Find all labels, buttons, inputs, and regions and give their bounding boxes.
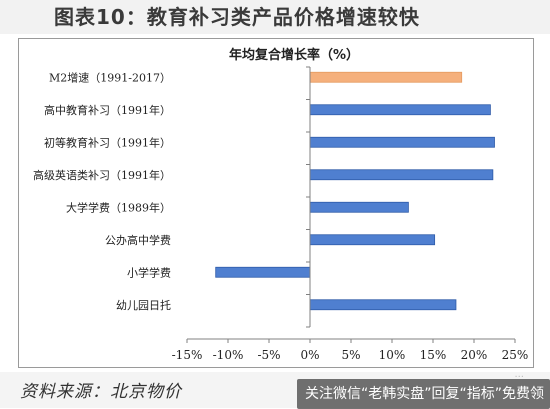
wechat-promo-overlay[interactable]: 关注微信“老韩实盘”回复“指标”免费领 bbox=[296, 379, 550, 409]
bar-chart: 年均复合增长率（%） M2增速（1991-2017） 高中教育补习（1991年） 初… bbox=[33, 47, 529, 362]
bar-4 bbox=[309, 201, 409, 213]
category-label-2: 初等教育补习（1991年） bbox=[44, 135, 171, 149]
x-tick-label-0: -15% bbox=[172, 348, 203, 362]
x-tick-label-2: -5% bbox=[257, 348, 280, 362]
category-label-1: 高中教育补习（1991年） bbox=[44, 103, 171, 117]
bar-5 bbox=[309, 234, 436, 246]
chart-frame: 年均复合增长率（%） M2增速（1991-2017） 高中教育补习（1991年） 初… bbox=[18, 38, 534, 368]
source-text: 资料来源：北京物价 bbox=[20, 382, 182, 402]
bar-6 bbox=[215, 266, 311, 278]
figure-title: 图表10：教育补习类产品价格增速较快 bbox=[0, 0, 550, 34]
x-tick-label-8: 25% bbox=[502, 348, 529, 362]
x-tick-label-6: 15% bbox=[420, 348, 447, 362]
x-tick-label-5: 10% bbox=[379, 348, 406, 362]
chart-title: 年均复合增长率（%） bbox=[229, 47, 359, 63]
category-label-0: M2增速（1991-2017） bbox=[49, 70, 171, 84]
bar-3 bbox=[309, 169, 494, 181]
x-tick-label-3: 0% bbox=[300, 348, 319, 362]
bar-1 bbox=[309, 104, 491, 116]
bar-0 bbox=[309, 71, 463, 83]
bar-2 bbox=[309, 136, 495, 148]
category-label-4: 大学学费（1989年） bbox=[66, 200, 171, 214]
bar-7 bbox=[309, 299, 457, 311]
source-bar: 资料来源：北京物价 ··· 关注微信“老韩实盘”回复“指标”免费领 bbox=[0, 372, 550, 409]
x-tick-label-7: 20% bbox=[461, 348, 488, 362]
category-label-6: 小学学费 bbox=[127, 265, 171, 279]
x-tick-label-1: -10% bbox=[213, 348, 244, 362]
category-label-5: 公办高中学费 bbox=[105, 233, 171, 247]
category-label-7: 幼儿园日托 bbox=[116, 298, 171, 312]
watermark: ··· bbox=[514, 372, 524, 383]
x-tick-label-4: 5% bbox=[341, 348, 360, 362]
category-label-3: 高级英语类补习（1991年） bbox=[33, 168, 171, 182]
